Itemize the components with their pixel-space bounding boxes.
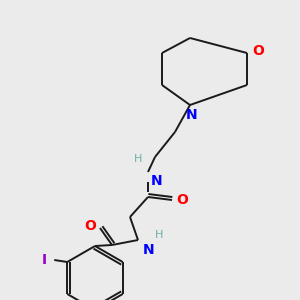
- Text: O: O: [176, 193, 188, 207]
- Text: N: N: [186, 108, 198, 122]
- Text: I: I: [42, 253, 47, 267]
- Text: N: N: [143, 243, 154, 257]
- Text: H: H: [155, 230, 164, 240]
- Text: O: O: [252, 44, 264, 58]
- Text: H: H: [134, 154, 142, 164]
- Text: N: N: [151, 174, 163, 188]
- Text: O: O: [84, 219, 96, 233]
